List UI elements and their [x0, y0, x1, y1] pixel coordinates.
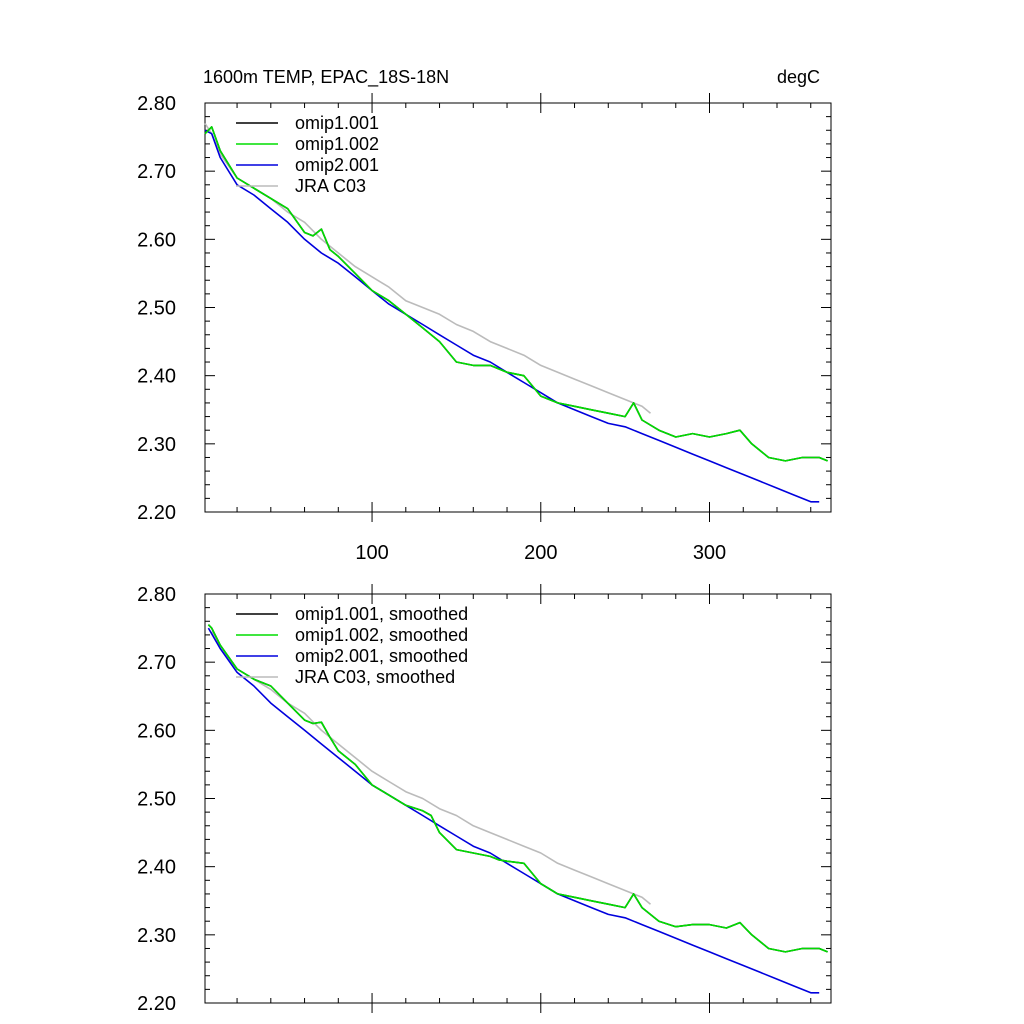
top-panel: 2.80 2.70 2.60 2.50 2.40 2.30 2.20 100 200 300 omi… [137, 93, 832, 564]
legend-label: omip2.001, smoothed [295, 646, 468, 666]
series-line-1 [204, 126, 828, 462]
y-tick-label: 2.20 [137, 502, 176, 524]
x-tick-label: 200 [524, 542, 557, 564]
units-label: degC [777, 67, 820, 87]
y-tick-label: 2.20 [137, 993, 176, 1015]
chart-title: 1600m TEMP, EPAC_18S-18N [203, 67, 449, 88]
y-tick-label: 2.60 [137, 229, 176, 251]
bottom-panel: 2.80 2.70 2.60 2.50 2.40 2.30 2.20 omip1.001, s… [137, 584, 832, 1015]
x-tick-label: 100 [355, 542, 388, 564]
series-line-3 [204, 122, 652, 414]
y-tick-label: 2.60 [137, 720, 176, 742]
legend-label: omip2.001 [295, 155, 379, 175]
y-tick-label: 2.40 [137, 366, 176, 388]
legend-label: omip1.002, smoothed [295, 625, 468, 645]
series-line-1 [207, 624, 828, 953]
x-tick-label: 300 [693, 542, 726, 564]
series-line-2 [207, 627, 820, 994]
legend-label: omip1.002 [295, 134, 379, 154]
y-tick-label: 2.70 [137, 652, 176, 674]
y-tick-label: 2.40 [137, 857, 176, 879]
y-tick-label: 2.80 [137, 584, 176, 606]
legend-label: JRA C03, smoothed [295, 667, 455, 687]
legend-label: omip1.001, smoothed [295, 604, 468, 624]
legend-label: omip1.001 [295, 113, 379, 133]
y-tick-label: 2.50 [137, 789, 176, 811]
y-tick-label: 2.80 [137, 93, 176, 115]
legend-label: JRA C03 [295, 176, 366, 196]
y-tick-label: 2.30 [137, 925, 176, 947]
series-line-3 [210, 631, 652, 905]
y-tick-label: 2.50 [137, 298, 176, 320]
y-tick-label: 2.30 [137, 434, 176, 456]
y-tick-label: 2.70 [137, 161, 176, 183]
